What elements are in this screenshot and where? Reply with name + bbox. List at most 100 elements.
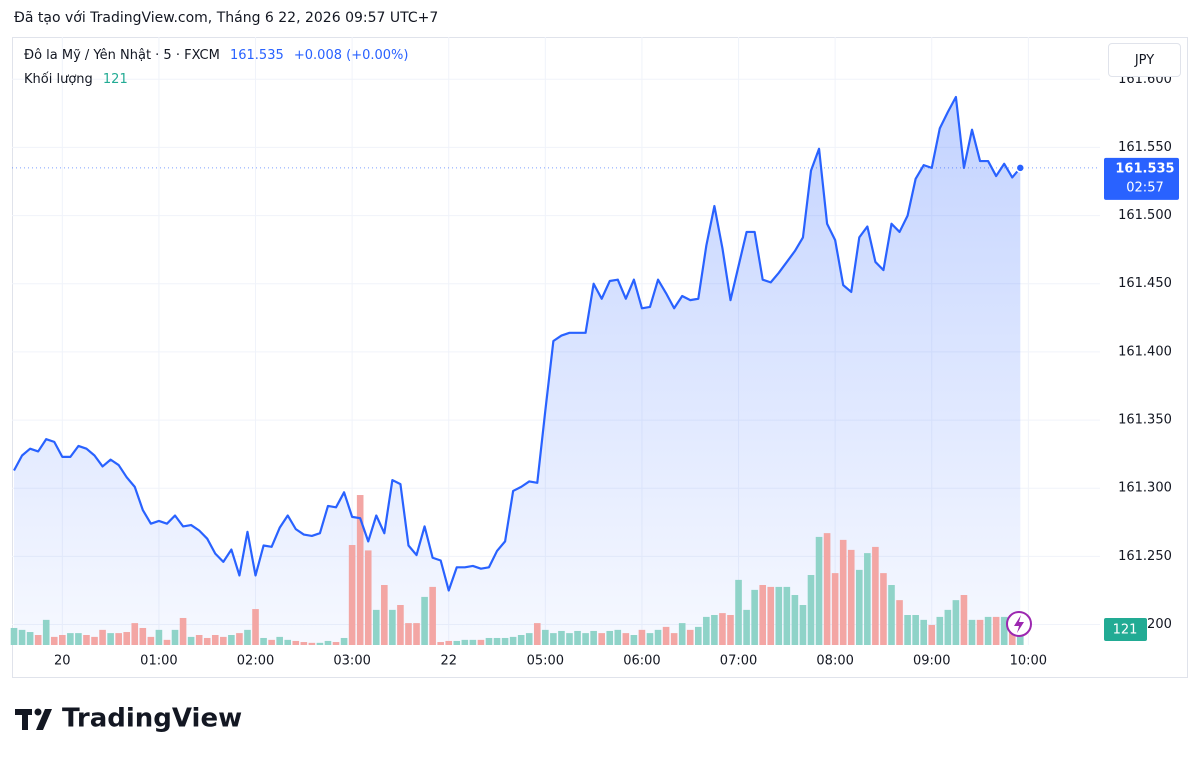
volume-bar bbox=[839, 539, 847, 645]
volume-bar bbox=[67, 633, 74, 645]
volume-bar bbox=[670, 633, 678, 645]
x-tick-label: 02:00 bbox=[237, 654, 274, 669]
volume-bar bbox=[598, 633, 605, 645]
volume-bar bbox=[364, 550, 372, 645]
volume-bar bbox=[389, 609, 396, 645]
volume-bar bbox=[976, 619, 984, 645]
volume-value: 121 bbox=[102, 72, 128, 87]
header-text: Đã tạo với TradingView.com, Tháng 6 22, … bbox=[14, 10, 438, 26]
volume-bar bbox=[268, 639, 275, 645]
volume-bar bbox=[445, 640, 453, 645]
volume-bar bbox=[944, 609, 952, 645]
volume-bar bbox=[727, 615, 734, 645]
volume-bar bbox=[50, 636, 58, 645]
volume-bar bbox=[244, 629, 251, 645]
volume-name: Khối lượng bbox=[24, 72, 93, 87]
volume-bar bbox=[791, 595, 799, 645]
volume-bar bbox=[759, 585, 766, 645]
volume-bar bbox=[533, 623, 541, 645]
chart-frame bbox=[12, 37, 1188, 678]
volume-bar bbox=[155, 629, 163, 645]
volume-bar bbox=[397, 605, 404, 645]
x-tick-label: 03:00 bbox=[333, 654, 370, 669]
volume-bar bbox=[42, 619, 50, 645]
volume-bar bbox=[260, 637, 267, 645]
price-tag-countdown: 02:57 bbox=[1126, 180, 1163, 195]
price-tag bbox=[1104, 157, 1179, 200]
volume-bar bbox=[372, 609, 380, 645]
volume-bar bbox=[783, 586, 791, 645]
volume-bar bbox=[91, 636, 98, 645]
volume-bar bbox=[284, 639, 292, 645]
volume-bar bbox=[622, 633, 630, 645]
volume-bar bbox=[493, 637, 501, 645]
volume-bar bbox=[566, 633, 573, 645]
volume-bar bbox=[646, 633, 654, 645]
volume-bar bbox=[904, 615, 911, 645]
volume-bar bbox=[719, 613, 726, 645]
volume-bar bbox=[147, 636, 155, 645]
volume-bar bbox=[590, 630, 597, 645]
volume-bar bbox=[300, 642, 308, 645]
volume-bar bbox=[163, 639, 171, 645]
x-tick-label: 07:00 bbox=[720, 654, 757, 669]
x-tick-label: 06:00 bbox=[623, 654, 660, 669]
volume-bar bbox=[735, 579, 742, 645]
volume-bar bbox=[187, 636, 195, 645]
volume-bar bbox=[348, 545, 356, 645]
volume-bar bbox=[992, 616, 1000, 645]
last-price: 161.535 bbox=[229, 48, 284, 63]
volume-bar bbox=[123, 632, 131, 645]
volume-bar bbox=[381, 585, 388, 645]
alert-bolt bbox=[1014, 615, 1024, 633]
volume-bar bbox=[405, 623, 412, 645]
y-tick-label: 161.250 bbox=[1118, 549, 1172, 564]
x-tick-label: 22 bbox=[440, 654, 457, 669]
x-tick-label: 20 bbox=[54, 654, 71, 669]
volume-tag bbox=[1104, 618, 1147, 641]
volume-bar bbox=[332, 642, 340, 645]
volume-bar bbox=[823, 533, 831, 645]
volume-bar bbox=[678, 623, 686, 645]
y-tick-label: 161.300 bbox=[1118, 481, 1172, 496]
volume-bar bbox=[10, 627, 18, 645]
volume-bar bbox=[912, 615, 919, 645]
volume-bar bbox=[340, 637, 348, 645]
volume-bar bbox=[356, 495, 364, 645]
volume-bar bbox=[550, 633, 557, 645]
volume-bar bbox=[815, 536, 823, 645]
price-line bbox=[13, 95, 1022, 592]
volume-bar bbox=[558, 630, 565, 645]
volume-bar bbox=[99, 629, 106, 645]
volume-bar bbox=[308, 642, 316, 645]
volume-bar bbox=[686, 629, 694, 645]
legend-row: Đô la Mỹ / Yên Nhật · 5 · FXCM 161.535 +… bbox=[24, 48, 414, 63]
x-tick-label: 05:00 bbox=[527, 654, 564, 669]
volume-bar bbox=[694, 626, 702, 645]
volume-bar bbox=[654, 629, 662, 645]
volume-bar bbox=[574, 630, 581, 645]
y-tick-label: 161.450 bbox=[1118, 276, 1172, 291]
volume-bar bbox=[75, 633, 82, 645]
volume-bar bbox=[26, 632, 34, 645]
volume-bar bbox=[107, 633, 114, 645]
volume-bar bbox=[501, 637, 509, 645]
volume-bar bbox=[211, 635, 219, 645]
volume-bar bbox=[59, 635, 66, 645]
volume-bar bbox=[485, 637, 493, 645]
volume-bar bbox=[517, 635, 525, 645]
volume-bar bbox=[292, 640, 300, 645]
volume-bar bbox=[888, 585, 895, 645]
currency-button[interactable]: JPY bbox=[1108, 43, 1181, 77]
logo-icon bbox=[15, 708, 52, 730]
volume-bar bbox=[228, 635, 235, 645]
volume-bar bbox=[461, 639, 469, 645]
volume-bar bbox=[542, 629, 549, 645]
volume-bar bbox=[582, 633, 589, 645]
x-tick-label: 09:00 bbox=[913, 654, 950, 669]
volume-bar bbox=[767, 586, 775, 645]
volume-bar bbox=[413, 623, 420, 645]
volume-bar bbox=[276, 636, 283, 645]
y-tick-label: 161.500 bbox=[1118, 208, 1172, 223]
y-tick-label: 161.400 bbox=[1118, 344, 1172, 359]
